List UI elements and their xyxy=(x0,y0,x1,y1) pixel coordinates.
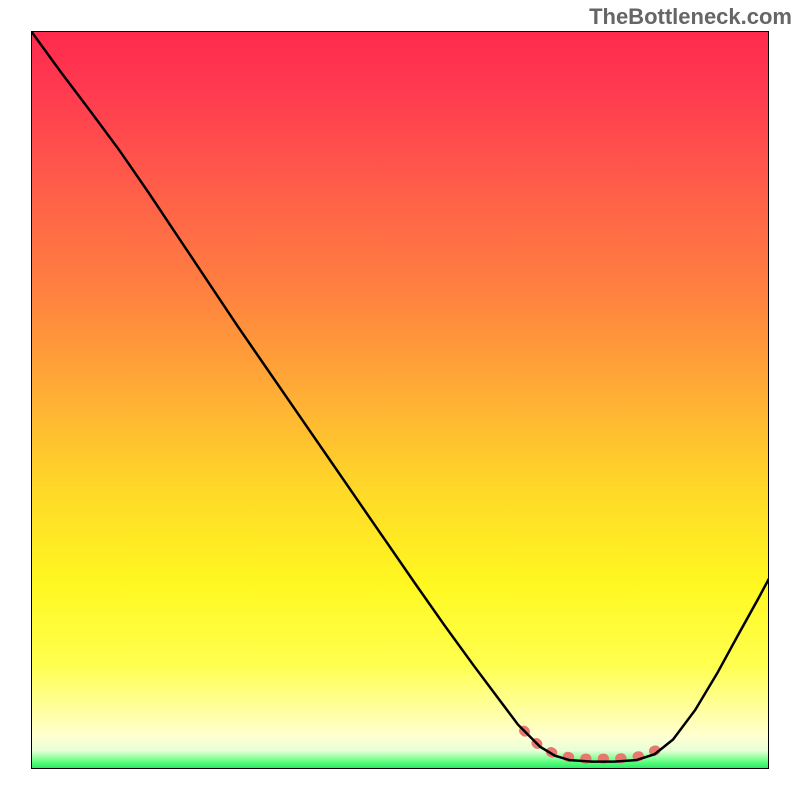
chart-svg xyxy=(31,31,769,769)
plot-area xyxy=(31,31,769,769)
watermark-text: TheBottleneck.com xyxy=(589,4,792,30)
chart-container: TheBottleneck.com xyxy=(0,0,800,800)
gradient-background xyxy=(31,31,769,769)
